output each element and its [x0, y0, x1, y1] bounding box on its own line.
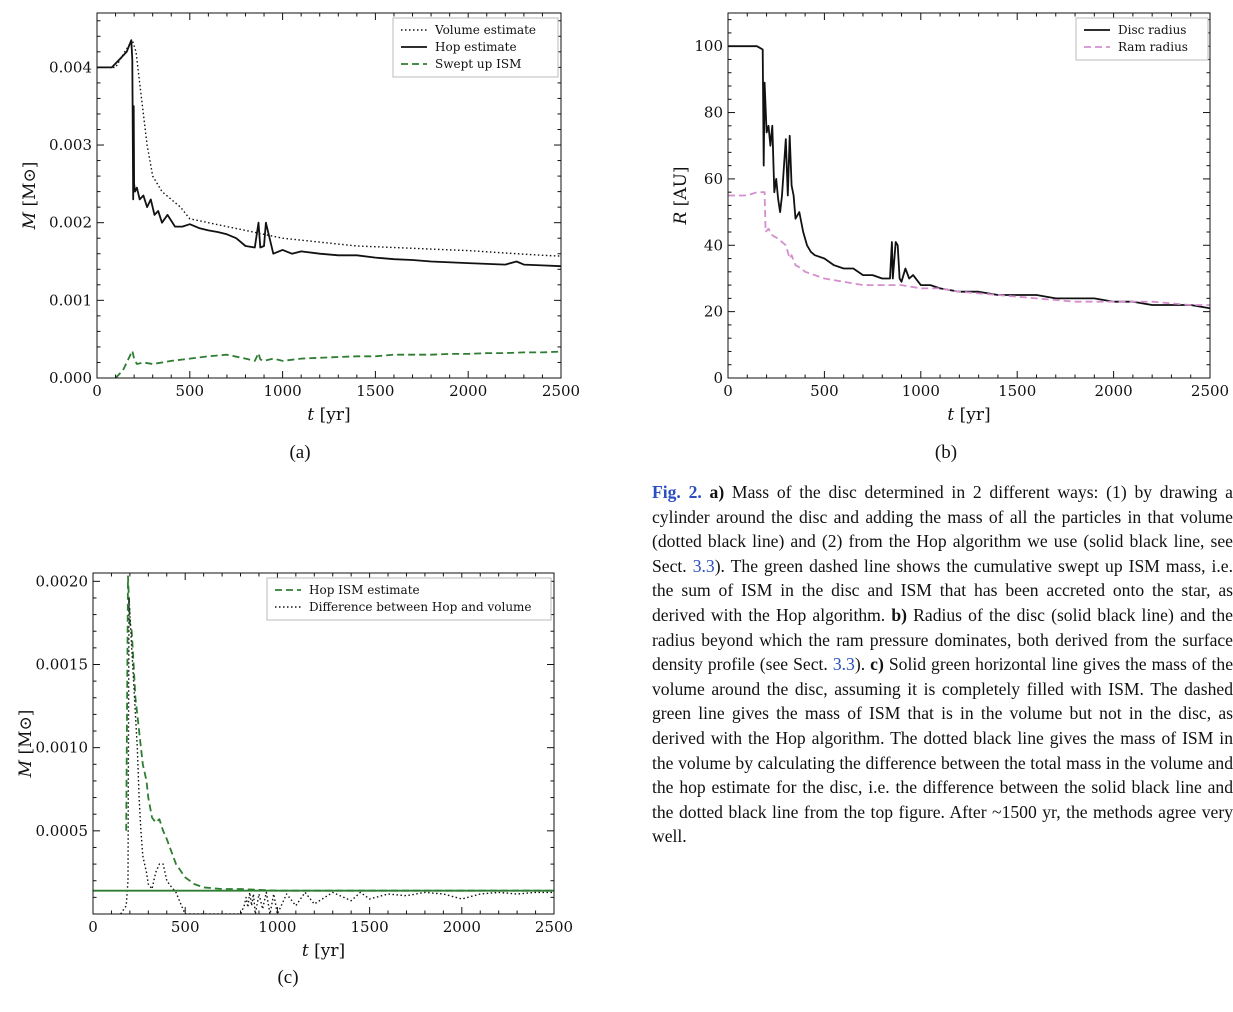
y-axis-title: M [M⊙]	[20, 162, 40, 231]
y-tick-label: 100	[694, 37, 723, 55]
y-tick-label: 0.001	[49, 291, 92, 309]
caption-a-label: a)	[709, 482, 725, 502]
panel-label-c: (c)	[277, 967, 298, 988]
series-line-b-ram-radius	[728, 191, 1210, 306]
y-tick-label: 0.0015	[36, 655, 89, 673]
section-ref-link-2[interactable]: 3.3	[832, 654, 855, 675]
x-axis-title: t [yr]	[302, 941, 345, 961]
y-axis-title: M [M⊙]	[16, 710, 36, 779]
figure-caption: Fig. 2. a) Mass of the disc determined i…	[652, 480, 1233, 849]
axes-frame-b	[727, 12, 1211, 379]
plot-area-a	[97, 39, 561, 378]
y-tick-label: 40	[704, 236, 723, 254]
x-tick-label: 1500	[998, 382, 1036, 400]
series-line-c-difference-between-hop-and-volume	[120, 597, 554, 914]
legend-box-b	[1075, 17, 1209, 61]
legend-box-c	[266, 577, 552, 621]
plot-area-b	[728, 45, 1210, 310]
series-line-b-disc-radius	[728, 45, 1210, 310]
x-tick-label: 2000	[449, 382, 487, 400]
caption-b-label: b)	[891, 604, 908, 625]
x-tick-label: 500	[175, 382, 204, 400]
y-tick-label: 80	[704, 104, 723, 122]
y-tick-label: 60	[704, 170, 723, 188]
caption-b-text-1: Radius of the disc (solid black line) an…	[652, 604, 1233, 675]
plot-area-c	[93, 575, 554, 914]
x-tick-label: 1500	[351, 918, 389, 936]
x-tick-label: 2500	[542, 382, 580, 400]
x-tick-label: 2500	[535, 918, 573, 936]
x-axis-title: t [yr]	[307, 405, 350, 425]
y-tick-label: 0.003	[49, 136, 92, 154]
caption-c-label: c)	[870, 654, 884, 675]
caption-b-text-2: ).	[854, 654, 871, 675]
axes-frame-c	[92, 572, 555, 915]
panel-label-a: (a)	[289, 442, 310, 463]
caption-c-text: Solid green horizontal line gives the ma…	[652, 654, 1233, 847]
section-ref-link-1[interactable]: 3.3	[692, 555, 715, 576]
series-line-c-hop-ism-estimate	[125, 575, 554, 892]
legend-entry: Difference between Hop and volume	[309, 600, 532, 614]
y-tick-label: 0.0020	[36, 572, 89, 590]
legend-box-a	[392, 17, 559, 78]
x-tick-label: 2000	[443, 918, 481, 936]
y-tick-label: 20	[704, 303, 723, 321]
caption-a-text-1: Mass of the disc determined in 2 differe…	[652, 482, 1233, 576]
x-tick-label: 2500	[1191, 382, 1229, 400]
legend-entry: Swept up ISM	[435, 57, 521, 71]
x-tick-label: 0	[88, 918, 98, 936]
x-tick-label: 0	[723, 382, 733, 400]
series-line-a-volume-estimate	[97, 39, 561, 257]
legend-entry: Hop estimate	[435, 40, 517, 54]
panel-label-b: (b)	[935, 442, 957, 463]
y-axis-title: R [AU]	[671, 166, 691, 225]
x-tick-label: 1500	[356, 382, 394, 400]
x-tick-label: 1000	[264, 382, 302, 400]
figure-label[interactable]: Fig. 2.	[652, 482, 702, 502]
axes-frame-a	[96, 12, 562, 379]
x-tick-label: 500	[810, 382, 839, 400]
y-tick-label: 0	[713, 369, 723, 387]
series-line-a-hop-estimate	[97, 39, 561, 268]
y-tick-label: 0.0010	[36, 739, 89, 757]
legend-entry: Volume estimate	[434, 23, 536, 37]
y-tick-label: 0.0005	[36, 822, 89, 840]
caption-a-text-2: ). The green dashed line shows the cumul…	[652, 555, 1233, 625]
series-line-a-swept-up-ism	[114, 349, 561, 378]
legend-entry: Hop ISM estimate	[309, 583, 420, 597]
y-tick-label: 0.000	[49, 369, 92, 387]
y-tick-label: 0.002	[49, 214, 92, 232]
x-tick-label: 1000	[902, 382, 940, 400]
x-tick-label: 2000	[1095, 382, 1133, 400]
y-tick-label: 0.004	[49, 58, 92, 76]
x-tick-label: 500	[171, 918, 200, 936]
x-axis-title: t [yr]	[947, 405, 990, 425]
x-tick-label: 1000	[258, 918, 296, 936]
x-tick-label: 0	[92, 382, 102, 400]
legend-entry: Ram radius	[1118, 40, 1188, 54]
legend-entry: Disc radius	[1118, 23, 1186, 37]
